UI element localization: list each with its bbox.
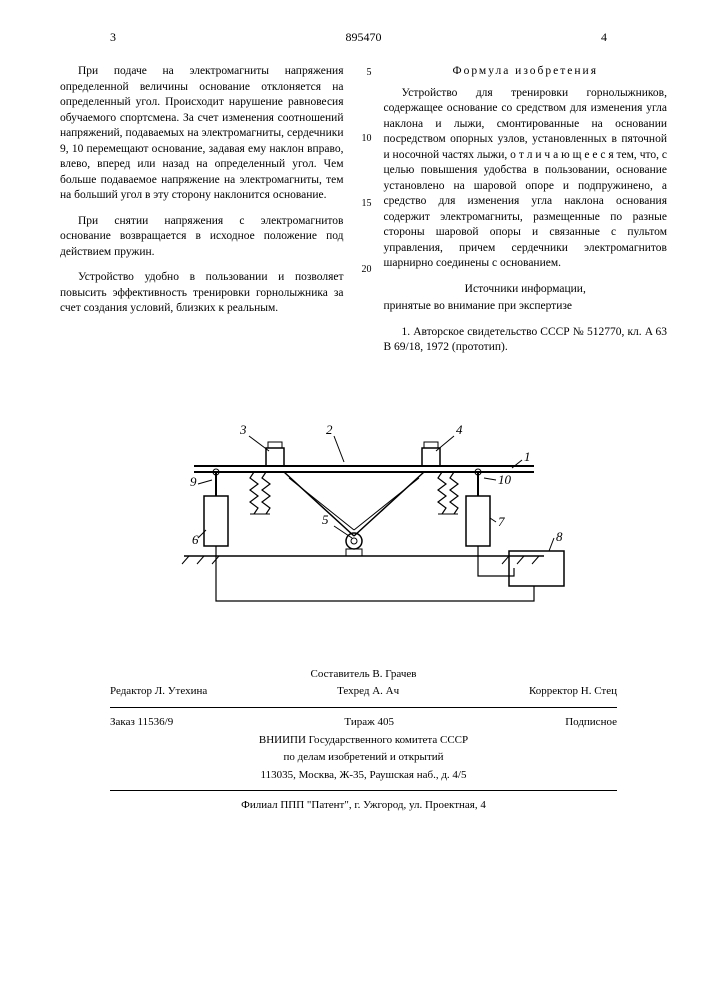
sources-sub: принятые во внимание при экспертизе bbox=[384, 299, 668, 315]
order-number: Заказ 11536/9 bbox=[110, 714, 173, 732]
source-1: 1. Авторское свидетельство СССР № 512770… bbox=[384, 325, 668, 356]
tech-editor: Техред А. Ач bbox=[337, 683, 399, 701]
svg-text:6: 6 bbox=[192, 532, 199, 547]
divider bbox=[110, 707, 617, 708]
org-line-1: ВНИИПИ Государственного комитета СССР bbox=[60, 732, 667, 750]
line-num: 15 bbox=[356, 197, 372, 211]
svg-text:10: 10 bbox=[498, 472, 512, 487]
right-column: Формула изобретения Устройство для трени… bbox=[384, 64, 668, 366]
document-number: 895470 bbox=[346, 30, 382, 45]
line-num: 5 bbox=[356, 66, 372, 80]
left-para-3: Устройство удобно в пользовании и позвол… bbox=[60, 270, 344, 317]
compiler: Составитель В. Грачев bbox=[60, 666, 667, 684]
branch: Филиал ППП "Патент", г. Ужгород, ул. Про… bbox=[60, 797, 667, 815]
figure: 2 3 4 5 bbox=[154, 406, 574, 626]
page-number-left: 3 bbox=[110, 30, 116, 45]
page-number-right: 4 bbox=[601, 30, 607, 45]
corrector: Корректор Н. Стец bbox=[529, 683, 617, 701]
line-number-gutter: 5 10 15 20 bbox=[356, 64, 372, 366]
left-column: При подаче на электромагниты напряжения … bbox=[60, 64, 344, 366]
signed: Подписное bbox=[565, 714, 617, 732]
page: 3 895470 4 При подаче на электромагниты … bbox=[0, 0, 707, 835]
mechanism-diagram: 2 3 4 5 bbox=[154, 406, 574, 626]
header: 3 895470 4 bbox=[60, 30, 667, 54]
line-num: 20 bbox=[356, 263, 372, 277]
address: 113035, Москва, Ж-35, Раушская наб., д. … bbox=[60, 767, 667, 785]
org-line-2: по делам изобретений и открытий bbox=[60, 749, 667, 767]
tirage: Тираж 405 bbox=[344, 714, 394, 732]
left-para-2: При снятии напряжения с электромагнитов … bbox=[60, 214, 344, 261]
text-columns: При подаче на электромагниты напряжения … bbox=[60, 64, 667, 366]
left-para-1: При подаче на электромагниты напряжения … bbox=[60, 64, 344, 204]
svg-text:7: 7 bbox=[498, 514, 505, 529]
svg-text:5: 5 bbox=[322, 512, 329, 527]
svg-text:8: 8 bbox=[556, 529, 563, 544]
svg-text:9: 9 bbox=[190, 474, 197, 489]
svg-text:4: 4 bbox=[456, 422, 463, 437]
footer: Составитель В. Грачев Редактор Л. Утехин… bbox=[60, 666, 667, 815]
sources-title: Источники информации, bbox=[384, 282, 668, 298]
right-para-1: Устройство для тренировки горнолыжников,… bbox=[384, 86, 668, 272]
svg-text:3: 3 bbox=[239, 422, 247, 437]
formula-title: Формула изобретения bbox=[384, 64, 668, 80]
divider bbox=[110, 790, 617, 791]
footer-order: Заказ 11536/9 Тираж 405 Подписное bbox=[60, 714, 667, 732]
editor: Редактор Л. Утехина bbox=[110, 683, 207, 701]
svg-text:1: 1 bbox=[524, 449, 531, 464]
line-num: 10 bbox=[356, 132, 372, 146]
svg-text:2: 2 bbox=[326, 422, 333, 437]
footer-credits: Редактор Л. Утехина Техред А. Ач Коррект… bbox=[60, 683, 667, 701]
